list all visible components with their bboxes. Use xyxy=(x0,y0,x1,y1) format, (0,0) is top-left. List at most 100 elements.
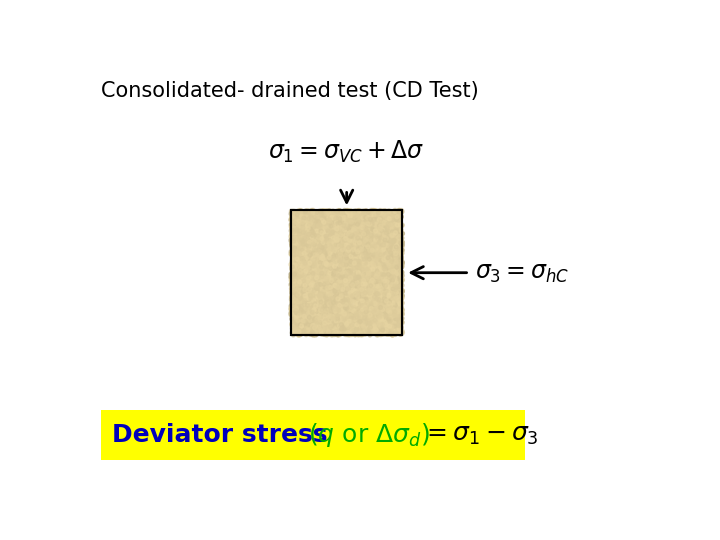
Point xyxy=(343,316,354,325)
Point xyxy=(393,316,405,325)
Point xyxy=(312,246,324,255)
Point xyxy=(308,286,320,295)
Point xyxy=(393,244,405,253)
Point xyxy=(323,309,334,318)
Point xyxy=(293,252,305,261)
Point xyxy=(296,303,307,312)
Point xyxy=(288,284,300,293)
Point xyxy=(350,289,361,298)
Point xyxy=(297,223,308,232)
Point xyxy=(384,324,396,333)
Point xyxy=(379,280,391,288)
Point xyxy=(301,325,312,333)
Point xyxy=(363,208,374,217)
Point xyxy=(338,319,349,327)
Point xyxy=(290,303,302,312)
Point xyxy=(345,279,356,288)
Point xyxy=(339,317,351,326)
Point xyxy=(349,274,361,283)
Point xyxy=(348,281,360,290)
Point xyxy=(387,235,399,244)
Point xyxy=(378,233,390,241)
Point xyxy=(375,257,387,266)
Point xyxy=(292,232,304,241)
Point xyxy=(286,231,297,239)
Point xyxy=(330,280,341,289)
Point xyxy=(392,265,404,273)
Point xyxy=(352,312,364,320)
Point xyxy=(382,259,394,267)
Point xyxy=(323,297,335,306)
Point xyxy=(304,302,315,310)
Point xyxy=(385,288,397,296)
Point xyxy=(297,254,308,262)
Point xyxy=(343,294,354,302)
Point xyxy=(310,257,321,266)
Point xyxy=(365,299,377,308)
Point xyxy=(356,212,367,220)
Point xyxy=(339,253,351,262)
Point xyxy=(332,226,343,235)
Point xyxy=(385,274,397,283)
Point xyxy=(366,315,378,323)
Point xyxy=(392,300,404,309)
Point xyxy=(384,329,396,338)
Point xyxy=(328,280,339,288)
Point xyxy=(302,294,313,303)
Point xyxy=(362,293,374,301)
Point xyxy=(325,260,336,269)
Point xyxy=(376,272,387,280)
Point xyxy=(390,295,401,304)
Point xyxy=(382,249,394,258)
Point xyxy=(307,228,319,237)
Point xyxy=(343,303,354,312)
Point xyxy=(378,286,390,294)
Point xyxy=(368,233,379,241)
Point xyxy=(292,253,304,262)
Point xyxy=(384,294,396,303)
Point xyxy=(287,212,298,220)
Point xyxy=(359,318,370,326)
Point xyxy=(301,303,312,312)
Point xyxy=(350,307,361,315)
Point xyxy=(376,301,387,309)
Point xyxy=(372,289,384,298)
Point xyxy=(294,242,305,251)
Point xyxy=(384,246,395,254)
Point xyxy=(317,264,328,273)
Point xyxy=(317,305,328,314)
Point xyxy=(304,224,315,232)
Point xyxy=(352,289,364,298)
Point xyxy=(323,256,335,265)
Point xyxy=(331,245,343,253)
Point xyxy=(382,292,393,300)
Point xyxy=(342,281,354,290)
Point xyxy=(325,305,337,314)
Point xyxy=(328,278,340,286)
Point xyxy=(319,326,330,334)
Point xyxy=(286,286,297,295)
Point xyxy=(382,219,394,228)
Point xyxy=(292,210,304,219)
Point xyxy=(384,289,396,298)
Point xyxy=(390,269,401,278)
Point xyxy=(297,252,309,260)
Point xyxy=(329,224,341,232)
Point xyxy=(325,317,337,326)
Point xyxy=(359,222,370,231)
Point xyxy=(361,307,372,316)
Point xyxy=(320,320,331,329)
Point xyxy=(354,249,365,258)
Point xyxy=(359,214,371,222)
Point xyxy=(307,287,318,296)
Point xyxy=(324,276,336,285)
Point xyxy=(341,227,353,236)
Point xyxy=(294,213,306,222)
Point xyxy=(382,300,394,309)
Point xyxy=(366,306,377,314)
Point xyxy=(325,249,337,258)
Point xyxy=(361,252,372,261)
Point xyxy=(375,321,387,329)
Point xyxy=(348,231,360,239)
Point xyxy=(313,268,325,277)
